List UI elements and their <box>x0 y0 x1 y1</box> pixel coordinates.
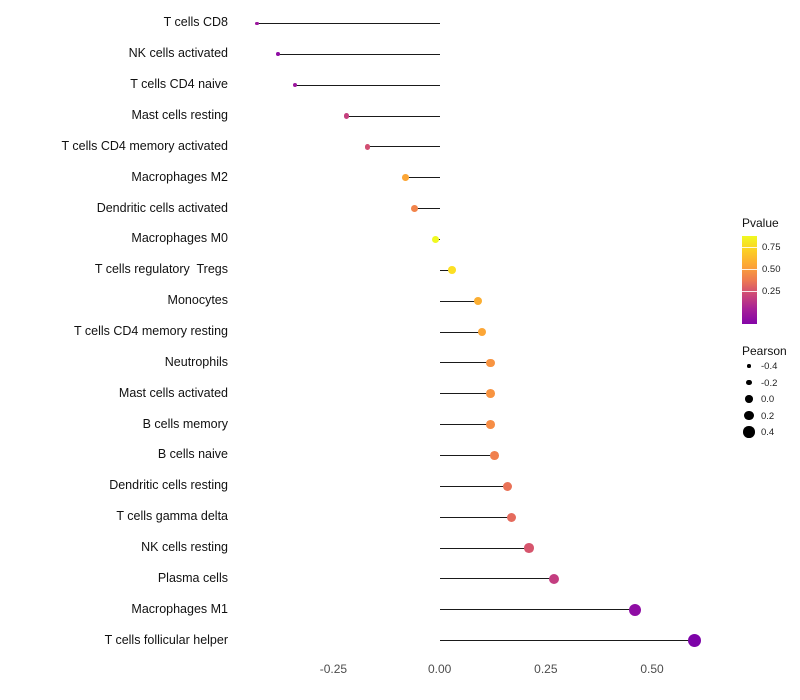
lollipop-stem <box>346 115 440 117</box>
lollipop-stem <box>405 177 440 179</box>
x-axis-tick-label: 0.25 <box>534 662 558 676</box>
colorbar-tick-label: 0.50 <box>762 264 781 276</box>
data-point <box>524 543 534 553</box>
data-point <box>410 205 418 212</box>
data-point <box>486 420 495 429</box>
data-point <box>402 174 409 182</box>
data-point <box>364 143 371 150</box>
data-point <box>473 296 483 306</box>
category-label: B cells memory <box>142 416 228 431</box>
x-axis-tick-label: -0.25 <box>319 662 348 676</box>
data-point <box>549 573 560 584</box>
lollipop-stem <box>439 269 453 271</box>
data-point <box>293 83 298 88</box>
pearson-legend-label: 0.0 <box>761 394 775 405</box>
data-point <box>490 451 500 460</box>
category-label: T cells CD4 memory activated <box>61 138 229 153</box>
data-point <box>486 389 495 399</box>
colorbar-tick-label: 0.75 <box>762 242 781 254</box>
pearson-legend-label: 0.4 <box>761 427 775 438</box>
data-point <box>276 52 281 57</box>
data-point <box>503 481 513 491</box>
data-point <box>255 21 259 26</box>
pearson-legend-label: 0.2 <box>761 410 775 422</box>
category-label: Macrophages M0 <box>131 231 228 246</box>
category-label: Mast cells resting <box>131 108 228 122</box>
category-label: T cells gamma delta <box>116 509 228 524</box>
lollipop-stem <box>367 146 440 148</box>
category-label: NK cells activated <box>128 46 228 61</box>
pvalue-legend-title: Pvalue <box>742 216 779 230</box>
lollipop-stem <box>414 208 440 210</box>
category-label: T cells CD4 naive <box>130 77 228 92</box>
lollipop-stem <box>439 300 478 302</box>
plot-rows: T cells CD8 NK cells activated T cells CD4… <box>0 8 800 656</box>
lollipop-stem <box>439 516 512 518</box>
lollipop-stem <box>256 22 440 24</box>
data-point <box>687 633 702 648</box>
pearson-legend-dot <box>744 410 754 421</box>
data-point <box>448 266 457 275</box>
lollipop-stem <box>439 640 695 642</box>
data-point <box>343 113 349 119</box>
category-label: Macrophages M2 <box>131 169 228 184</box>
pvalue-colorbar <box>742 236 757 324</box>
lollipop-stem <box>439 485 508 487</box>
category-label: B cells naive <box>157 447 228 462</box>
category-label: T cells CD8 <box>163 15 228 30</box>
category-label: T cells regulatory Tregs <box>94 262 228 277</box>
data-point <box>628 603 642 616</box>
lollipop-stem <box>295 84 440 86</box>
colorbar-tick-label: 0.25 <box>762 286 781 298</box>
pearson-legend-title: Pearson <box>742 344 787 358</box>
lollipop-stem <box>439 362 491 364</box>
lollipop-stem <box>439 424 491 426</box>
data-point <box>507 512 517 522</box>
data-point <box>477 327 487 337</box>
lollipop-stem <box>439 578 555 580</box>
lollipop-stem <box>439 609 636 611</box>
lollipop-stem <box>439 454 495 456</box>
pearson-legend-dot <box>743 426 755 438</box>
category-label: Neutrophils <box>164 354 228 369</box>
colorbar-tick-mark <box>742 291 757 293</box>
pearson-legend-dot <box>746 379 752 386</box>
plot-area <box>240 8 720 656</box>
lollipop-stem <box>439 331 483 333</box>
x-axis-tick-label: 0.00 <box>427 662 452 676</box>
pearson-legend-label: -0.4 <box>761 361 778 372</box>
pearson-legend-dot <box>745 395 753 403</box>
category-label: Plasma cells <box>157 570 228 585</box>
colorbar-tick-mark <box>742 269 757 271</box>
x-axis-tick-label: 0.50 <box>640 662 664 676</box>
data-point <box>486 358 495 368</box>
pearson-legend-dot <box>747 364 751 368</box>
category-label: NK cells resting <box>141 540 228 554</box>
data-point <box>431 235 440 244</box>
category-label: T cells follicular helper <box>104 632 228 647</box>
category-label: Monocytes <box>167 293 228 308</box>
category-label: Dendritic cells activated <box>96 200 228 215</box>
category-label: Dendritic cells resting <box>109 478 228 493</box>
lollipop-stem <box>439 547 529 549</box>
colorbar-tick-mark <box>742 247 757 249</box>
lollipop-stem <box>439 393 491 395</box>
x-axis: -0.25 0.00 0.25 0.50 <box>240 662 720 682</box>
category-label: T cells CD4 memory resting <box>74 324 228 338</box>
pearson-legend-label: -0.2 <box>761 377 778 389</box>
category-label: Macrophages M1 <box>131 601 228 616</box>
category-label: Mast cells activated <box>118 385 228 400</box>
lollipop-stem <box>278 53 440 55</box>
